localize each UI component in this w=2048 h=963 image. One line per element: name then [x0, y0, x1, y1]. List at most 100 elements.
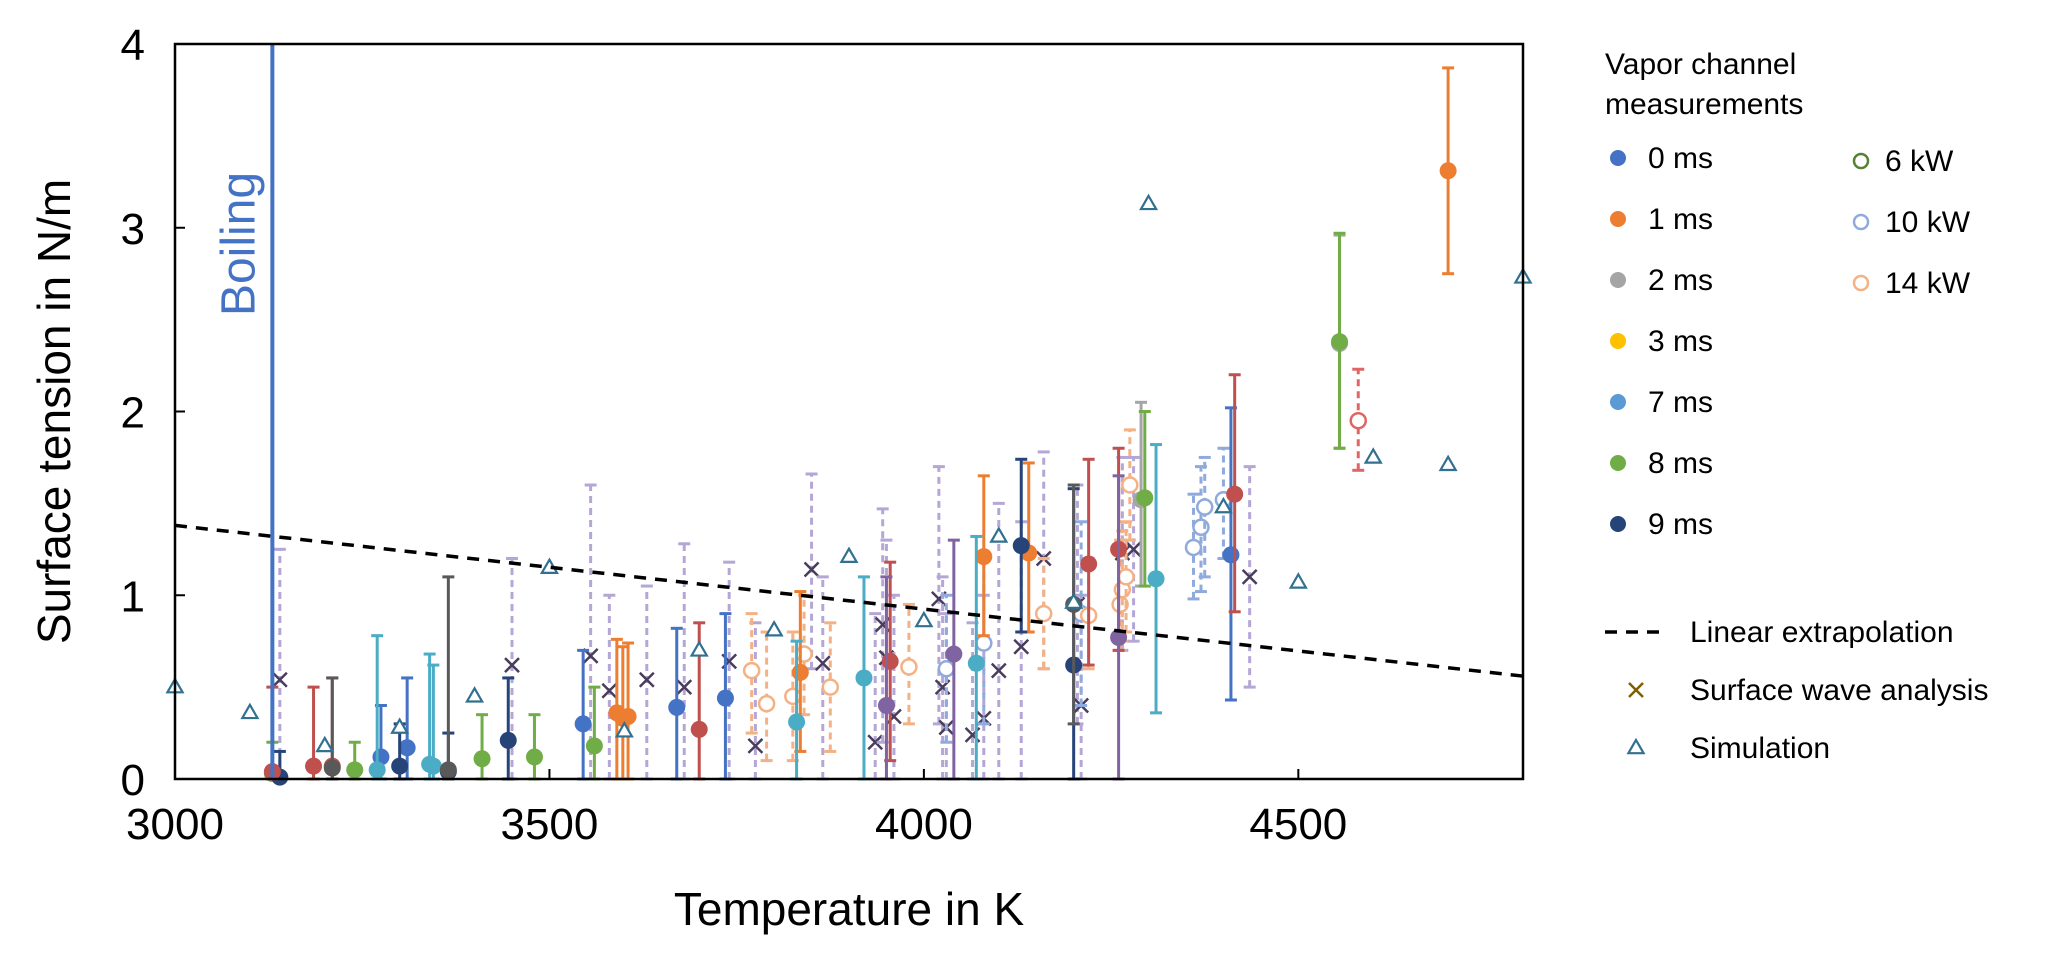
- legend-marker-power: [1852, 152, 1870, 170]
- surface-wave-marker: [867, 734, 884, 751]
- x-tick-label: 3500: [500, 800, 598, 849]
- simulation-marker: [465, 686, 485, 703]
- surface-wave-point: [638, 584, 655, 781]
- legend-marker-9-ms: [1610, 516, 1626, 532]
- legend-label: 9 ms: [1648, 508, 1713, 541]
- power-series-marker: [1195, 498, 1214, 516]
- measurement-marker: [716, 689, 734, 707]
- surface-wave-marker: [1013, 638, 1030, 655]
- simulation-marker: [1139, 193, 1159, 211]
- simulation-marker: [390, 717, 410, 734]
- legend-label: 8 ms: [1648, 447, 1713, 480]
- x-axis-title: Temperature in K: [674, 883, 1025, 935]
- power-series-marker: [1117, 568, 1135, 586]
- simulation-marker: [1438, 454, 1458, 472]
- surface-wave-marker: [601, 682, 618, 699]
- measurement-point: [1331, 231, 1349, 450]
- surface-wave-point: [676, 542, 693, 781]
- measurement-point: [1147, 443, 1165, 715]
- simulation-marker: [1363, 447, 1383, 464]
- measurement-point: [881, 560, 899, 763]
- legend-marker-1-ms: [1610, 211, 1626, 227]
- measurement-marker: [585, 737, 603, 755]
- measurement-point: [574, 648, 592, 781]
- power-series-marker: [1184, 538, 1203, 557]
- legend-marker-8-ms: [1610, 455, 1626, 471]
- measurement-marker: [473, 750, 491, 768]
- legend-marker-2-ms: [1610, 272, 1626, 288]
- measurement-marker: [945, 645, 963, 663]
- measurement-point: [305, 685, 323, 781]
- measurement-marker: [525, 748, 543, 766]
- measurement-marker: [967, 654, 985, 672]
- legend-label: 1 ms: [1648, 203, 1713, 236]
- y-tick-label: 2: [121, 389, 145, 438]
- surface-wave-point: [867, 612, 884, 781]
- surface-wave-marker: [990, 662, 1007, 679]
- measurement-point: [1110, 474, 1128, 781]
- simulation-marker: [914, 610, 934, 628]
- power-series-point: [937, 593, 956, 744]
- measurement-marker: [1136, 489, 1154, 507]
- measurement-marker: [975, 548, 993, 566]
- measurement-point: [967, 534, 985, 781]
- power-series-point: [1192, 465, 1210, 594]
- surface-wave-marker: [1241, 568, 1258, 585]
- legend-marker-power: [1852, 213, 1870, 231]
- power-series-marker: [757, 694, 776, 713]
- surface-wave-marker: [271, 671, 288, 688]
- legend-label: 3 ms: [1648, 325, 1713, 358]
- power-series-point: [1184, 492, 1203, 601]
- power-series-marker: [795, 645, 813, 663]
- surface-wave-marker: [638, 671, 655, 688]
- measurement-marker: [305, 757, 323, 775]
- x-tick-label: 4500: [1249, 800, 1347, 849]
- measurement-marker: [424, 757, 442, 775]
- legend-title-line2: measurements: [1605, 88, 1803, 121]
- y-axis-title: Surface tension in N/m: [28, 179, 80, 644]
- measurement-point: [1226, 373, 1244, 614]
- measurement-marker: [690, 720, 708, 738]
- measurement-marker: [1080, 555, 1098, 573]
- measurement-marker: [391, 757, 409, 775]
- power-series-point: [1117, 520, 1135, 634]
- measurement-marker: [877, 697, 895, 714]
- legend-marker-power: [1852, 274, 1870, 292]
- measurement-marker: [398, 739, 416, 757]
- legend-label-linear: Linear extrapolation: [1690, 616, 1954, 649]
- measurement-marker: [574, 715, 592, 733]
- surface-wave-marker: [676, 679, 693, 696]
- legend-label: 0 ms: [1648, 142, 1713, 175]
- legend-title: Vapor channel: [1605, 48, 1796, 81]
- simulation-marker: [989, 526, 1009, 543]
- measurement-marker: [788, 713, 806, 731]
- measurement-point: [585, 685, 603, 781]
- plot-area: Boiling: [165, 44, 1533, 786]
- power-series-point: [821, 621, 840, 753]
- power-series-marker: [821, 678, 840, 696]
- measurement-point: [975, 474, 993, 638]
- measurement-point: [1439, 66, 1457, 276]
- simulation-marker: [1064, 592, 1084, 609]
- power-series-point: [742, 612, 761, 735]
- simulation-marker: [1213, 496, 1233, 514]
- legend-marker-0-ms: [1610, 150, 1626, 166]
- axes: 3000 3500 4000 4500 0 1 2 3 4 Temperature in K Sur…: [28, 21, 1525, 935]
- power-series-point: [900, 602, 918, 726]
- measurement-point: [716, 612, 734, 781]
- simulation-marker: [240, 702, 260, 720]
- simulation-marker: [689, 640, 709, 657]
- simulation-marker: [614, 721, 634, 738]
- measurement-marker: [499, 731, 517, 749]
- surface-wave-marker: [814, 655, 831, 672]
- surface-wave-marker: [803, 561, 820, 578]
- simulation-marker: [1288, 572, 1308, 589]
- power-series-point: [1195, 455, 1214, 579]
- measurement-marker: [855, 669, 873, 687]
- measurement-point: [424, 663, 442, 781]
- measurement-marker: [619, 708, 637, 726]
- measurement-marker: [668, 698, 686, 716]
- legend-label: 2 ms: [1648, 264, 1713, 297]
- measurement-point: [323, 676, 341, 781]
